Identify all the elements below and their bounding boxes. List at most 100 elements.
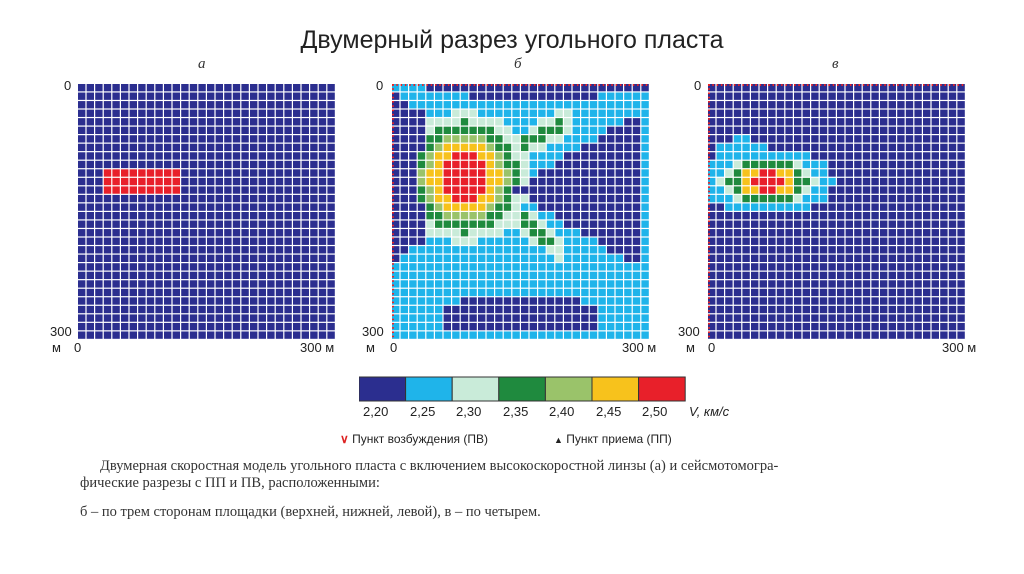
heatmap-cell (78, 314, 86, 322)
heatmap-cell (615, 288, 623, 297)
heatmap-cell (503, 220, 512, 228)
heatmap-cell (417, 212, 426, 220)
heatmap-cell (802, 135, 810, 143)
heatmap-cell (624, 143, 632, 152)
heatmap-cell (854, 237, 862, 245)
heatmap-cell (460, 126, 469, 134)
heatmap-cell (776, 331, 785, 339)
heatmap-cell (931, 177, 939, 186)
heatmap-cell (129, 109, 137, 117)
heatmap-cell (250, 314, 258, 322)
heatmap-cell (802, 297, 810, 305)
heatmap-cell (435, 152, 443, 160)
heatmap-cell (138, 135, 146, 143)
heatmap-cell (258, 92, 266, 100)
heatmap-cell (103, 263, 112, 271)
heatmap-cell (207, 169, 215, 177)
heatmap-cell (198, 237, 206, 245)
heatmap-cell (733, 143, 742, 152)
heatmap-cell (452, 314, 460, 322)
heatmap-cell (224, 237, 232, 245)
heatmap-cell (121, 254, 129, 262)
heatmap-cell (923, 203, 931, 211)
heatmap-cell (871, 118, 879, 126)
heatmap-cell (785, 314, 793, 322)
heatmap-cell (914, 246, 922, 254)
source-marker (708, 212, 710, 214)
heatmap-cell (854, 220, 862, 228)
heatmap-cell (572, 263, 580, 271)
heatmap-cell (293, 271, 301, 280)
heatmap-cell (146, 280, 155, 288)
heatmap-cell (189, 254, 198, 262)
heatmap-cell (521, 314, 529, 322)
heatmap-cell (495, 280, 503, 288)
heatmap-cell (624, 160, 632, 169)
heatmap-cell (301, 92, 309, 100)
heatmap-cell (129, 152, 137, 160)
heatmap-cell (845, 254, 853, 262)
heatmap-cell (392, 177, 400, 186)
heatmap-cell (607, 203, 615, 211)
heatmap-cell (888, 135, 896, 143)
heatmap-cell (581, 246, 589, 254)
heatmap-cell (103, 297, 112, 305)
heatmap-cell (888, 314, 896, 322)
heatmap-cell (112, 263, 120, 271)
heatmap-cell (948, 212, 957, 220)
heatmap-cell (293, 186, 301, 194)
heatmap-cell (521, 101, 529, 109)
heatmap-cell (215, 92, 223, 100)
heatmap-cell (546, 160, 555, 169)
heatmap-cell (318, 229, 327, 237)
heatmap-cell (426, 288, 434, 297)
heatmap-cell (258, 118, 266, 126)
heatmap-cell (267, 109, 275, 117)
heatmap-cell (615, 135, 623, 143)
heatmap-cell (400, 220, 408, 228)
heatmap-cell (417, 152, 426, 160)
heatmap-cell (181, 152, 189, 160)
heatmap-cell (768, 322, 776, 331)
heatmap-cell (546, 101, 555, 109)
source-marker (392, 276, 394, 278)
heatmap-cell (215, 101, 223, 109)
heatmap-cell (794, 92, 802, 100)
heatmap-cell (632, 331, 641, 339)
heatmap-cell (589, 92, 598, 100)
source-marker (392, 182, 394, 184)
heatmap-cell (555, 220, 563, 228)
heatmap-cell (460, 177, 469, 186)
heatmap-cell (716, 160, 724, 169)
heatmap-cell (503, 331, 512, 339)
heatmap-cell (905, 229, 914, 237)
heatmap-cell (310, 212, 318, 220)
heatmap-cell (555, 331, 563, 339)
heatmap-cell (854, 92, 862, 100)
heatmap-cell (469, 177, 477, 186)
heatmap-cell (759, 237, 767, 245)
heatmap-cell (146, 126, 155, 134)
heatmap-cell (400, 92, 408, 100)
heatmap-cell (819, 84, 828, 92)
heatmap-cell (931, 203, 939, 211)
heatmap-cell (469, 109, 477, 117)
source-marker (708, 229, 710, 231)
heatmap-cell (725, 237, 733, 245)
source-marker (551, 84, 553, 86)
heatmap-cell (95, 280, 103, 288)
heatmap-cell (819, 177, 828, 186)
heatmap-cell (95, 203, 103, 211)
heatmap-cell (598, 92, 606, 100)
heatmap-cell (310, 135, 318, 143)
heatmap-cell (146, 177, 155, 186)
heatmap-cell (478, 314, 486, 322)
heatmap-cell (112, 203, 120, 211)
heatmap-cell (880, 288, 888, 297)
heatmap-cell (392, 280, 400, 288)
heatmap-cell (146, 305, 155, 314)
heatmap-cell (275, 237, 284, 245)
source-marker (392, 305, 394, 308)
heatmap-cell (460, 84, 469, 92)
heatmap-cell (207, 84, 215, 92)
